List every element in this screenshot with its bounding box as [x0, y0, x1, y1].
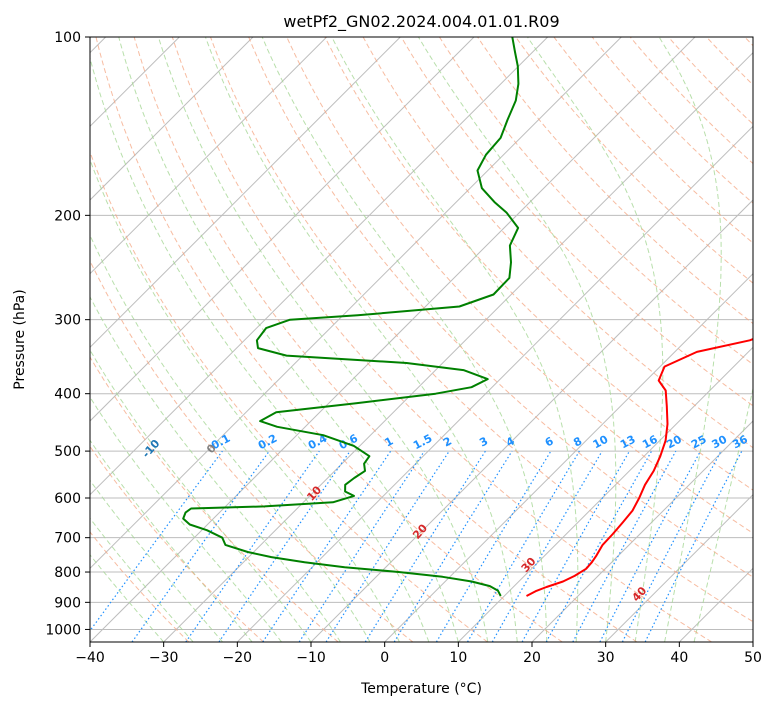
chart-title: wetPf2_GN02.2024.004.01.01.R09 [283, 12, 559, 32]
moist-adiabat [90, 295, 341, 642]
plot-frame [89, 36, 754, 643]
moist-adiabat [204, 37, 518, 642]
mixing-ratio-line [131, 450, 270, 642]
mixing-ratio-line [218, 450, 351, 642]
temperature-profile [526, 338, 753, 597]
moist-adiabat [90, 479, 223, 642]
isotherm-line [457, 346, 753, 642]
dry-adiabat [133, 37, 638, 642]
mixing-ratio-label: 13 [618, 433, 638, 452]
mixing-ratio-line [545, 450, 653, 642]
x-tick-label: −10 [296, 650, 326, 666]
x-tick-label: 30 [597, 650, 615, 666]
isotherm-line [605, 493, 753, 642]
isotherm-line [90, 37, 401, 349]
dry-adiabat [400, 37, 753, 407]
mixing-ratio-label: 16 [640, 433, 660, 452]
mixing-ratio-line [393, 450, 513, 642]
dry-adiabat [90, 356, 339, 642]
dry-adiabat [629, 37, 753, 165]
dry-adiabats [90, 37, 753, 642]
y-tick-label: 700 [54, 531, 81, 547]
mixing-ratio-label: 36 [730, 433, 750, 452]
moist-adiabat [417, 37, 617, 642]
dry-adiabat [324, 37, 753, 491]
moist-adiabat [90, 158, 400, 642]
isotherm-line [236, 125, 753, 642]
x-tick-label: 20 [523, 650, 541, 666]
y-tick-label: 500 [54, 444, 81, 460]
x-tick-label: 10 [449, 650, 467, 666]
isotherm-line [163, 51, 753, 642]
dry-adiabat [171, 37, 712, 642]
isotherm-line [90, 37, 622, 570]
mixing-ratio-label: 30 [710, 433, 730, 452]
mixing-ratio-line [325, 450, 450, 642]
moist-adiabat [118, 37, 459, 642]
moist-adiabat [331, 37, 579, 642]
mixing-ratio-label: 10 [591, 433, 611, 452]
moist-adiabat [90, 349, 312, 642]
mixing-ratio-line [90, 450, 223, 632]
moist-adiabat [90, 439, 253, 642]
mixing-ratio-line [298, 450, 425, 642]
moist-adiabats [90, 37, 753, 642]
isotherm-line [90, 37, 696, 642]
mixing-ratio-lines [90, 450, 743, 642]
moist-adiabat [157, 37, 489, 642]
y-axis-label: Pressure (hPa) [12, 289, 28, 389]
mixing-ratio-label: 20 [664, 433, 684, 452]
mixing-ratio-line [644, 450, 743, 642]
dry-adiabat [90, 259, 414, 642]
dewpoint-profile [182, 37, 520, 597]
moist-adiabat [261, 37, 548, 642]
isotherm-line [90, 37, 549, 496]
moist-adiabat [90, 55, 430, 642]
data-series [182, 37, 753, 597]
x-axis-label: Temperature (°C) [360, 681, 482, 697]
y-tick-label: 1000 [45, 622, 81, 638]
x-tick-label: 50 [744, 650, 762, 666]
x-tick-label: 40 [670, 650, 688, 666]
moist-adiabat [693, 386, 753, 642]
mixing-ratio-line [262, 450, 392, 642]
isotherm-line [384, 272, 753, 642]
x-tick-label: −30 [149, 650, 179, 666]
y-tick-label: 100 [54, 30, 81, 46]
dry-adiabat [90, 531, 190, 642]
y-tick-label: 800 [54, 565, 81, 581]
mixing-ratio-line [521, 450, 631, 642]
y-tick-label: 200 [54, 208, 81, 224]
grid [90, 37, 753, 642]
isotherm-line [90, 37, 475, 422]
plot-area: 0.10.20.40.611.52346810131620253036-100-… [90, 37, 753, 642]
isotherm-line [90, 37, 328, 275]
x-tick-label: −20 [223, 650, 253, 666]
y-tick-label: 900 [54, 595, 81, 611]
moist-adiabat [90, 396, 282, 642]
y-tick-label: 600 [54, 491, 81, 507]
dry-adiabat [553, 37, 753, 244]
moist-adiabat [90, 234, 371, 642]
dry-adiabat [438, 37, 753, 366]
axes: −40 −30 −20 −10 0 10 20 30 40 50 100 200 300 400 500 60… [45, 30, 762, 666]
isotherm-line [90, 37, 254, 201]
line-labels: 0.10.20.40.611.52346810131620253036-100-… [140, 432, 751, 605]
mixing-ratio-line [185, 450, 320, 642]
y-tick-label: 400 [54, 387, 81, 403]
mixing-ratio-line [572, 450, 677, 642]
isotherm-line [531, 420, 753, 642]
dry-adiabat [210, 37, 753, 623]
moist-adiabat [658, 37, 722, 642]
dry-adiabat [362, 37, 753, 449]
x-tick-label: 0 [380, 650, 389, 666]
dry-adiabat [248, 37, 753, 578]
x-tick-label: −40 [75, 650, 105, 666]
mixing-ratio-label: 25 [689, 433, 709, 452]
y-tick-label: 300 [54, 313, 81, 329]
